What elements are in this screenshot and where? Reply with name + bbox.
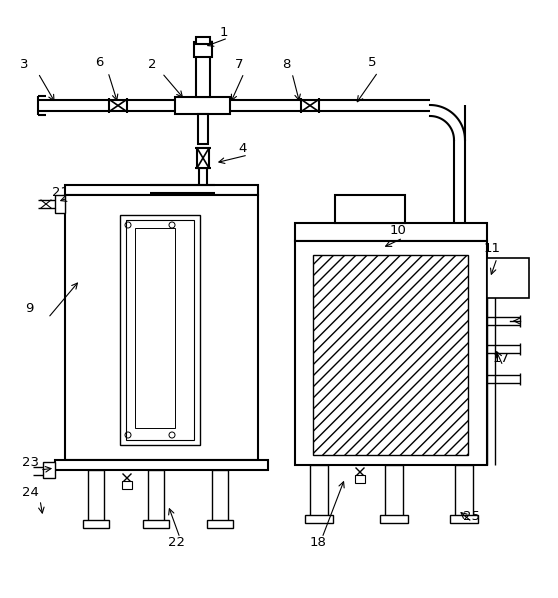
Text: 21: 21 — [52, 185, 69, 199]
Text: 25: 25 — [463, 511, 480, 523]
Bar — [196, 55, 210, 97]
Bar — [313, 255, 468, 455]
Text: 22: 22 — [168, 536, 185, 550]
Bar — [43, 462, 55, 478]
Bar — [175, 97, 230, 114]
Text: 10: 10 — [390, 224, 407, 236]
Bar — [212, 470, 228, 522]
Bar — [455, 465, 473, 517]
Text: 3: 3 — [20, 59, 28, 72]
Text: 8: 8 — [282, 59, 290, 72]
Bar — [83, 520, 109, 528]
Bar — [385, 465, 403, 517]
Text: 5: 5 — [368, 56, 377, 69]
Bar — [450, 515, 478, 523]
Bar — [55, 195, 65, 213]
Text: 6: 6 — [95, 56, 103, 69]
Text: 11: 11 — [484, 242, 501, 255]
Bar — [196, 37, 210, 44]
Bar — [65, 185, 258, 195]
Bar — [295, 241, 487, 465]
Text: 18: 18 — [310, 536, 327, 550]
Bar — [148, 470, 164, 522]
Text: 2: 2 — [148, 59, 156, 72]
Bar — [135, 228, 175, 428]
Bar — [355, 475, 365, 483]
Bar — [310, 465, 328, 517]
Bar — [207, 520, 233, 528]
Bar — [88, 470, 104, 522]
Text: 7: 7 — [235, 59, 243, 72]
Bar — [380, 515, 408, 523]
Bar — [55, 460, 268, 470]
Bar — [197, 148, 209, 168]
Bar — [143, 520, 169, 528]
Bar — [198, 114, 208, 144]
Bar — [305, 515, 333, 523]
Bar — [487, 258, 529, 298]
Bar — [126, 220, 194, 440]
Bar — [120, 215, 200, 445]
Text: 9: 9 — [25, 301, 33, 315]
Bar — [194, 42, 212, 57]
Text: 23: 23 — [22, 456, 39, 468]
Bar — [335, 195, 405, 223]
Text: 1: 1 — [220, 26, 228, 38]
Text: 17: 17 — [493, 352, 510, 365]
Bar — [65, 195, 258, 460]
Text: 24: 24 — [22, 486, 39, 499]
Bar — [122, 481, 132, 489]
Text: 4: 4 — [238, 142, 247, 154]
Bar — [295, 223, 487, 241]
